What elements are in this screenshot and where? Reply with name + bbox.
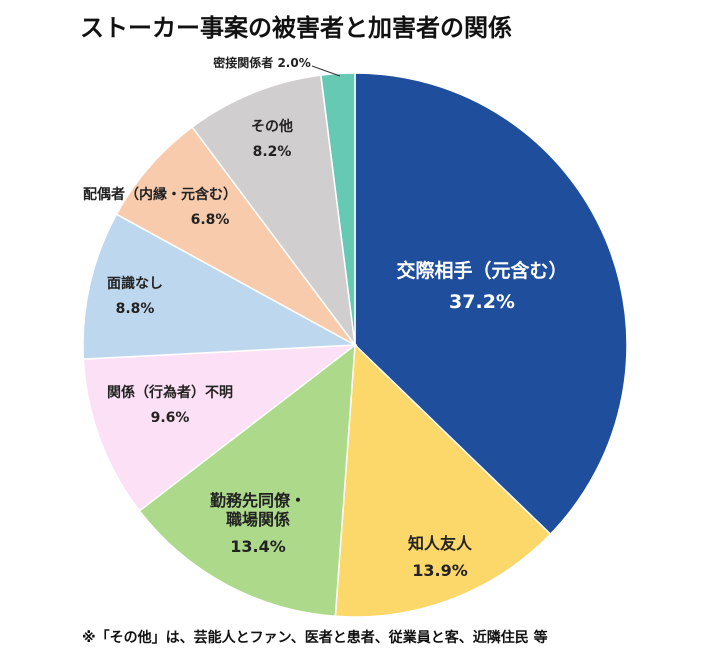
pie-slice bbox=[115, 126, 356, 346]
pie-slice bbox=[138, 343, 356, 618]
footnote: ※「その他」は、芸能人とファン、医者と患者、従業員と客、近隣住民 等 bbox=[82, 630, 548, 646]
category-label: 配偶者（内縁・元含む） bbox=[83, 187, 237, 204]
value-label: 13.9% bbox=[412, 561, 468, 580]
leader-line bbox=[311, 65, 341, 77]
pie-slice bbox=[191, 74, 357, 348]
slice-label: 密接関係者 2.0% bbox=[213, 56, 310, 70]
value-label: 13.4% bbox=[230, 537, 286, 557]
value-label: 8.2% bbox=[252, 144, 292, 160]
slice-label: 面識なし 8.8% bbox=[107, 276, 163, 318]
pie-slice bbox=[320, 72, 356, 346]
value-label: 37.2% bbox=[449, 291, 515, 313]
pie-slice bbox=[334, 343, 552, 618]
value-label: 6.8% bbox=[190, 212, 230, 228]
category-label: その他 bbox=[251, 119, 293, 136]
slice-label: 配偶者（内縁・元含む） 6.8% bbox=[83, 187, 237, 229]
slice-label: その他 8.2% bbox=[251, 119, 293, 161]
value-label: 2.0% bbox=[277, 55, 311, 70]
pie-slice bbox=[354, 72, 628, 536]
category-label: 関係（行為者）不明 bbox=[107, 385, 233, 402]
category-label: 面識なし bbox=[107, 276, 163, 293]
category-label: 知人友人 bbox=[407, 533, 473, 553]
category-label: 勤務先同僚・職場関係 bbox=[209, 491, 306, 530]
value-label: 9.6% bbox=[150, 410, 190, 426]
category-label: 交際相手（元含む） bbox=[396, 260, 568, 283]
value-label: 8.8% bbox=[115, 301, 155, 317]
slice-label: 知人友人 13.9% bbox=[408, 534, 472, 580]
chart-title: ストーカー事案の被害者と加害者の関係 bbox=[80, 14, 512, 42]
pie-slice bbox=[82, 344, 358, 512]
pie-slice bbox=[82, 213, 358, 360]
slice-label: 関係（行為者）不明 9.6% bbox=[107, 385, 233, 427]
slice-label: 交際相手（元含む） 37.2% bbox=[396, 260, 567, 314]
category-label: 密接関係者 bbox=[213, 55, 274, 70]
slice-label: 勤務先同僚・職場関係 13.4% bbox=[203, 491, 313, 557]
